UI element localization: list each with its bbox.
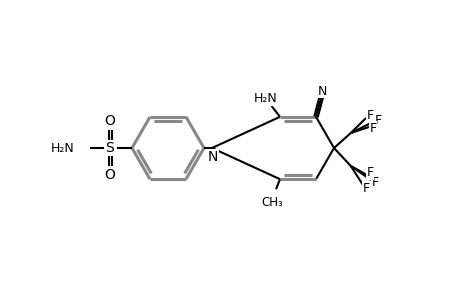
Text: F: F xyxy=(369,122,376,134)
Text: S: S xyxy=(106,141,114,155)
Text: N: N xyxy=(318,85,327,98)
Text: CH₃: CH₃ xyxy=(261,196,282,209)
Text: H₂N: H₂N xyxy=(253,92,277,105)
Text: F: F xyxy=(362,182,369,194)
Text: H₂N: H₂N xyxy=(51,142,75,154)
Text: F: F xyxy=(366,167,373,179)
Text: F: F xyxy=(374,113,381,127)
Text: N: N xyxy=(207,150,218,164)
Text: F: F xyxy=(366,109,373,122)
Text: O: O xyxy=(104,114,115,128)
Text: F: F xyxy=(370,176,378,188)
Text: O: O xyxy=(104,168,115,182)
